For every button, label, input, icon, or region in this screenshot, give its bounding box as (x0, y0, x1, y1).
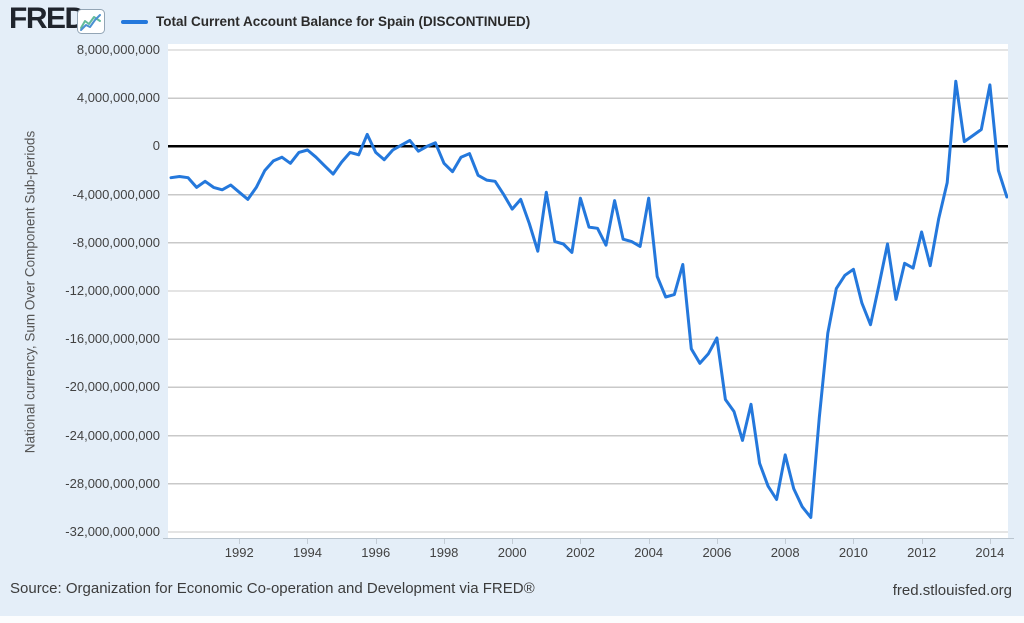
fred-sparkline-icon (77, 9, 105, 34)
x-axis-tick-label: 1998 (429, 545, 459, 560)
x-axis-tick-mark (921, 539, 923, 544)
plot-area (168, 44, 1008, 538)
x-axis-tick-label: 2006 (702, 545, 732, 560)
y-axis-tick-label: -28,000,000,000 (65, 475, 160, 491)
x-axis-tick-label: 2000 (497, 545, 527, 560)
series-line (169, 79, 1008, 519)
x-axis-tick-mark (785, 539, 787, 544)
x-axis-tick-label: 1992 (224, 545, 254, 560)
x-axis-tick-mark (307, 539, 309, 544)
y-axis-tick-label: -12,000,000,000 (65, 283, 160, 298)
x-axis-tick-label: 1996 (361, 545, 391, 560)
x-axis-line (163, 538, 1014, 539)
site-link-text: fred.stlouisfed.org (892, 582, 1012, 599)
x-axis-tick-label: 2012 (907, 545, 937, 560)
source-text: Source: Organization for Economic Co-ope… (10, 580, 535, 597)
x-axis-tick-mark (580, 539, 582, 544)
bottom-strip (0, 616, 1024, 623)
y-axis-tick-label: -32,000,000,000 (65, 524, 160, 539)
x-axis-tick-mark (648, 539, 650, 544)
series-legend-line (121, 20, 148, 24)
y-axis-tick-label: -24,000,000,000 (65, 427, 160, 443)
x-axis-tick-mark (375, 539, 377, 544)
y-axis-tick-label: 0 (152, 138, 160, 154)
y-axis-tick-label: 8,000,000,000 (76, 42, 160, 57)
x-axis-tick-mark (716, 539, 718, 544)
x-axis-tick-label: 2008 (770, 545, 800, 560)
x-axis-tick-label: 2004 (634, 545, 664, 560)
x-axis-tick-mark (512, 539, 514, 544)
x-axis-tick-label: 2002 (565, 545, 595, 560)
x-axis-tick-label: 1994 (293, 545, 322, 560)
x-axis-tick-mark (239, 539, 241, 544)
series-chart (168, 49, 1008, 533)
y-axis-tick-label: -20,000,000,000 (65, 379, 160, 395)
chart-title: Total Current Account Balance for Spain … (156, 14, 531, 29)
x-axis-tick-label: 2010 (838, 545, 868, 560)
x-axis-tick-label: 2014 (975, 545, 1005, 560)
x-axis-tick-mark (989, 539, 991, 544)
y-axis-tick-label: 4,000,000,000 (76, 90, 160, 106)
x-axis-tick-mark (443, 539, 445, 544)
chart-header: FRED® Total Current Account Balance for … (0, 0, 1024, 40)
x-axis-tick-mark (853, 539, 855, 544)
y-axis-tick-label: -8,000,000,000 (72, 234, 160, 250)
y-axis-tick-label: -16,000,000,000 (65, 331, 160, 347)
y-axis-tick-label: -4,000,000,000 (72, 186, 160, 202)
